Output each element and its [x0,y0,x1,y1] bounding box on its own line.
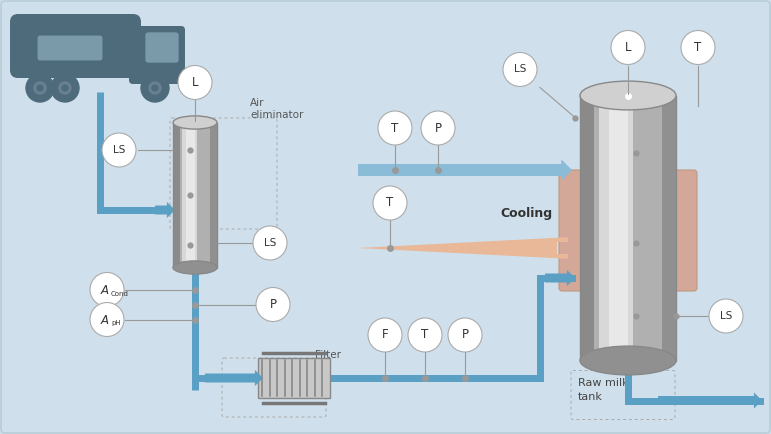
Circle shape [373,186,407,220]
Circle shape [90,273,124,306]
Bar [609,95,628,361]
Ellipse shape [580,81,676,110]
Circle shape [681,30,715,65]
Text: pH: pH [111,320,120,326]
Text: Filter: Filter [315,350,341,360]
FancyBboxPatch shape [10,14,141,78]
Bar [580,95,676,361]
Circle shape [256,287,290,322]
Polygon shape [545,270,575,286]
FancyBboxPatch shape [671,170,697,291]
Circle shape [26,74,54,102]
Circle shape [149,82,161,94]
Polygon shape [358,237,567,259]
FancyBboxPatch shape [559,170,585,291]
Circle shape [378,111,412,145]
Polygon shape [358,159,572,181]
Polygon shape [205,370,263,386]
Bar [173,122,217,267]
Circle shape [421,111,455,145]
Circle shape [368,318,402,352]
Text: LS: LS [264,238,276,248]
Text: P: P [435,122,442,135]
Bar [173,122,217,267]
Circle shape [178,66,212,99]
Circle shape [34,82,46,94]
Text: Air: Air [250,98,264,108]
Bar [187,122,195,267]
Text: Raw milk: Raw milk [578,378,628,388]
Bar [210,122,217,267]
Text: T: T [422,329,429,342]
Text: tank: tank [578,391,603,401]
Text: T: T [386,197,394,210]
Circle shape [709,299,743,333]
Circle shape [51,74,79,102]
Text: eliminator: eliminator [250,110,303,120]
Bar [599,95,633,361]
Bar [18,70,186,78]
Circle shape [90,302,124,336]
Text: F: F [382,329,389,342]
Circle shape [37,85,43,91]
Text: T: T [695,41,702,54]
Bar [580,95,594,361]
Text: A: A [101,284,109,297]
Ellipse shape [173,116,217,129]
Text: P: P [270,298,277,311]
Text: LS: LS [513,65,526,75]
Circle shape [102,133,136,167]
Circle shape [62,85,68,91]
Text: LS: LS [720,311,732,321]
Ellipse shape [580,346,676,375]
FancyBboxPatch shape [145,32,179,63]
Ellipse shape [173,261,217,274]
Text: A: A [101,314,109,327]
Circle shape [611,30,645,65]
Circle shape [141,74,169,102]
Bar [258,358,330,398]
FancyBboxPatch shape [37,35,103,61]
Bar [173,122,180,267]
Bar [662,95,676,361]
Bar [182,122,197,267]
Circle shape [59,82,71,94]
Circle shape [448,318,482,352]
Bar [580,95,676,361]
Circle shape [152,85,158,91]
Polygon shape [155,202,175,218]
Text: LS: LS [113,145,125,155]
Text: Cond: Cond [111,290,129,296]
Circle shape [253,226,287,260]
Polygon shape [658,392,762,408]
Text: Cooling: Cooling [500,207,552,220]
Text: L: L [192,76,198,89]
Text: P: P [462,329,469,342]
Circle shape [503,53,537,86]
FancyBboxPatch shape [129,26,185,84]
Circle shape [408,318,442,352]
Text: L: L [625,41,631,54]
Text: T: T [392,122,399,135]
